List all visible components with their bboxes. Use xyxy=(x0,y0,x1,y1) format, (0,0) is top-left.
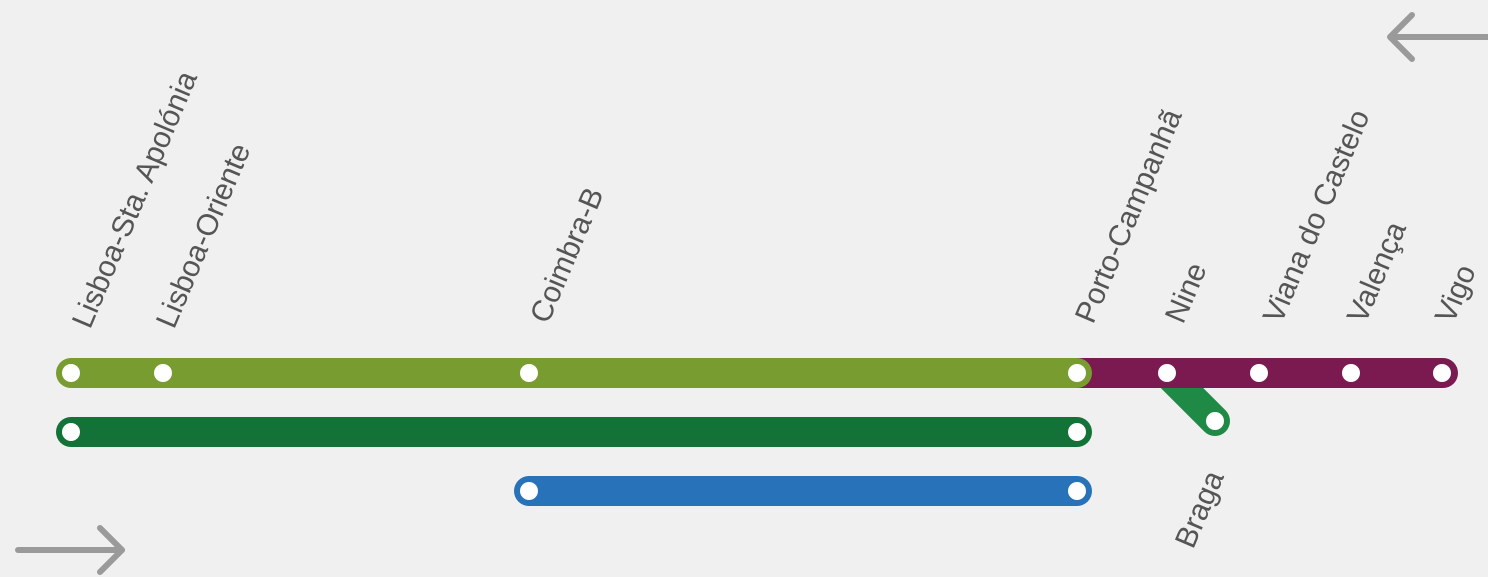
station-dot-lisboa-sta-apolonia xyxy=(62,364,80,382)
station-label-coimbra-b: Coimbra-B xyxy=(524,183,610,328)
station-dot-nine xyxy=(1158,364,1176,382)
station-dot-valenca xyxy=(1342,364,1360,382)
station-label-braga: Braga xyxy=(1169,466,1231,553)
station-dot-lisboa-dark-green xyxy=(62,423,80,441)
arrow-right-icon xyxy=(15,525,125,575)
station-dot-braga xyxy=(1206,412,1224,430)
station-dot-lisboa-oriente xyxy=(154,364,172,382)
station-dot-coimbra-blue xyxy=(520,482,538,500)
station-dot-coimbra-b xyxy=(520,364,538,382)
station-dot-porto-campanha xyxy=(1068,364,1086,382)
station-label-valenca: Valença xyxy=(1341,217,1413,328)
station-dot-viana-do-castelo xyxy=(1250,364,1268,382)
station-dot-porto-dark-green xyxy=(1068,423,1086,441)
station-label-vigo: Vigo xyxy=(1429,260,1483,328)
arrow-left-icon xyxy=(1387,12,1488,62)
station-label-nine: Nine xyxy=(1159,258,1213,328)
station-dot-porto-blue xyxy=(1068,482,1086,500)
station-dot-vigo xyxy=(1433,364,1451,382)
